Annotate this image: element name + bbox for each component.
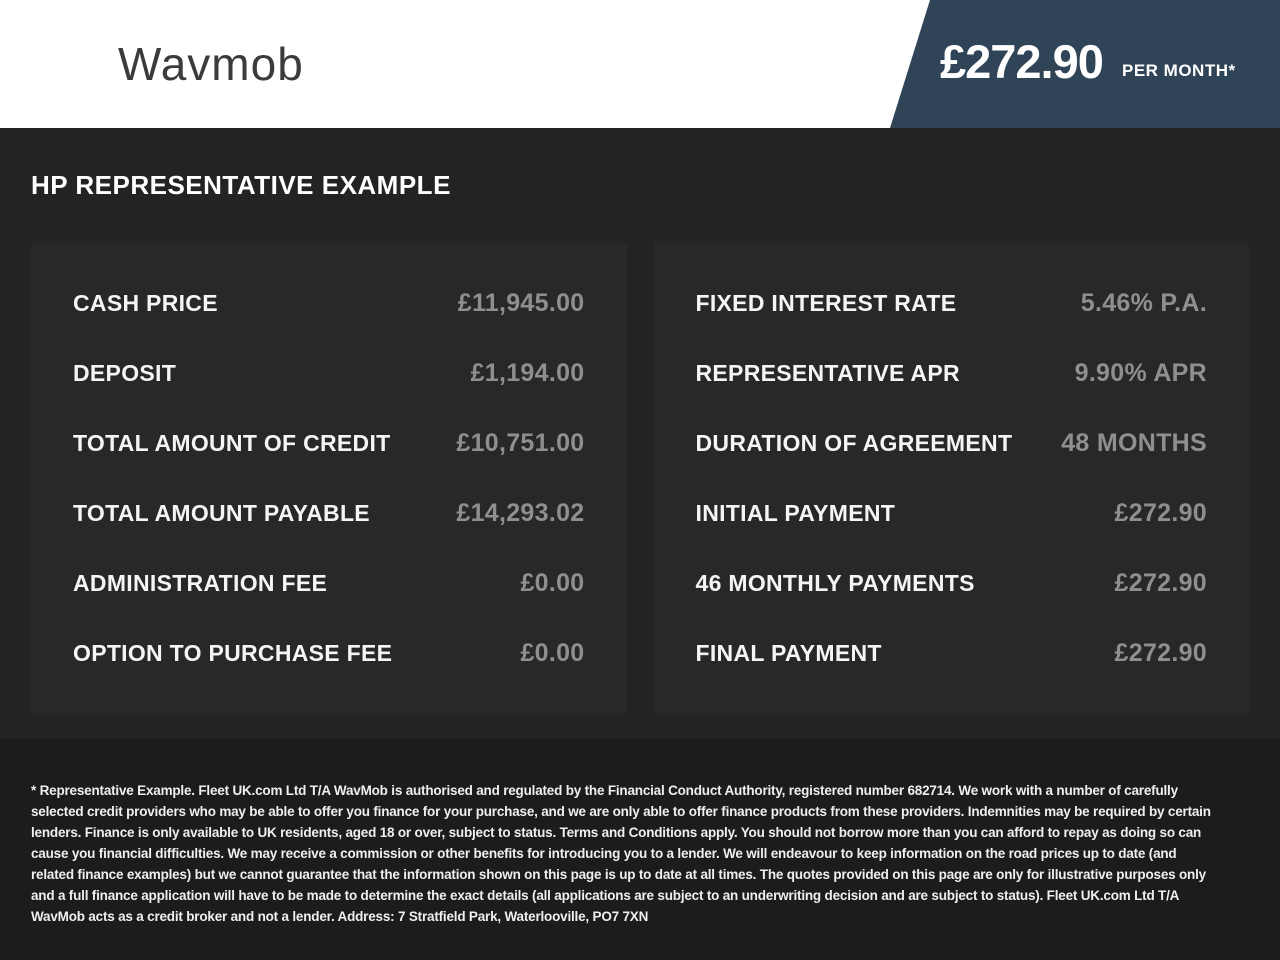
row-label: DURATION OF AGREEMENT [695, 429, 1013, 456]
row-value: £0.00 [520, 638, 585, 667]
finance-row-admin-fee: ADMINISTRATION FEE £0.00 [31, 548, 627, 618]
row-label: TOTAL AMOUNT PAYABLE [73, 499, 370, 526]
row-label: FIXED INTEREST RATE [695, 289, 957, 316]
finance-row-interest-rate: FIXED INTEREST RATE 5.46% P.A. [654, 268, 1250, 338]
row-value: £14,293.02 [456, 498, 585, 527]
row-label: OPTION TO PURCHASE FEE [73, 639, 393, 666]
main-content: HP REPRESENTATIVE EXAMPLE CASH PRICE £11… [0, 128, 1280, 713]
page-header: Wavmob £272.90 PER MONTH* [0, 0, 1280, 128]
row-label: 46 MONTHLY PAYMENTS [695, 569, 975, 596]
row-label: REPRESENTATIVE APR [695, 359, 960, 386]
row-label: ADMINISTRATION FEE [73, 569, 328, 596]
finance-row-initial-payment: INITIAL PAYMENT £272.90 [654, 478, 1250, 548]
row-label: TOTAL AMOUNT OF CREDIT [73, 429, 391, 456]
finance-row-total-payable: TOTAL AMOUNT PAYABLE £14,293.02 [31, 478, 627, 548]
monthly-price-banner: £272.90 PER MONTH* [890, 0, 1280, 128]
finance-panel-left: CASH PRICE £11,945.00 DEPOSIT £1,194.00 … [31, 243, 627, 713]
row-value: £272.90 [1114, 638, 1207, 667]
row-label: CASH PRICE [73, 289, 218, 316]
finance-row-apr: REPRESENTATIVE APR 9.90% APR [654, 338, 1250, 408]
monthly-price: £272.90 [940, 35, 1104, 88]
row-value: £10,751.00 [456, 428, 585, 457]
row-label: DEPOSIT [73, 359, 177, 386]
row-value: 48 MONTHS [1061, 428, 1207, 457]
row-value: £0.00 [520, 568, 585, 597]
finance-panels: CASH PRICE £11,945.00 DEPOSIT £1,194.00 … [31, 243, 1249, 713]
finance-row-option-fee: OPTION TO PURCHASE FEE £0.00 [31, 618, 627, 688]
row-value: £272.90 [1114, 568, 1207, 597]
finance-row-monthly-payments: 46 MONTHLY PAYMENTS £272.90 [654, 548, 1250, 618]
page-title: HP REPRESENTATIVE EXAMPLE [31, 170, 451, 200]
row-label: INITIAL PAYMENT [695, 499, 896, 526]
row-label: FINAL PAYMENT [695, 639, 882, 666]
row-value: £1,194.00 [470, 358, 585, 387]
finance-row-duration: DURATION OF AGREEMENT 48 MONTHS [654, 408, 1250, 478]
finance-row-cash-price: CASH PRICE £11,945.00 [31, 268, 627, 338]
finance-panel-right: FIXED INTEREST RATE 5.46% P.A. REPRESENT… [653, 243, 1250, 713]
monthly-price-period: PER MONTH* [1122, 61, 1236, 80]
disclaimer-section: * Representative Example. Fleet UK.com L… [0, 738, 1280, 960]
disclaimer-text: * Representative Example. Fleet UK.com L… [31, 782, 1211, 924]
wavmob-logo: Wavmob [118, 38, 304, 90]
row-value: 9.90% APR [1074, 358, 1207, 387]
row-value: £272.90 [1114, 498, 1207, 527]
finance-row-total-credit: TOTAL AMOUNT OF CREDIT £10,751.00 [31, 408, 627, 478]
finance-row-deposit: DEPOSIT £1,194.00 [31, 338, 627, 408]
finance-row-final-payment: FINAL PAYMENT £272.90 [654, 618, 1250, 688]
row-value: 5.46% P.A. [1080, 288, 1207, 317]
row-value: £11,945.00 [457, 288, 585, 317]
